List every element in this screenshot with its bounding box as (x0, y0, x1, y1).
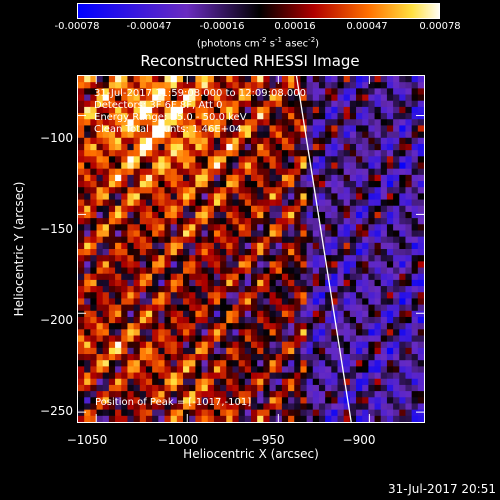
x-axis-label: Heliocentric X (arcsec) (183, 447, 319, 461)
x-tick-label: −900 (342, 433, 376, 447)
axis-ticks (78, 76, 424, 422)
y-tick-label: −150 (40, 222, 73, 236)
x-tick-label: −950 (251, 433, 285, 447)
y-axis-label: Heliocentric Y (arcsec) (12, 181, 26, 317)
colorbar (77, 3, 440, 19)
heatmap-image (78, 76, 424, 422)
timestamp: 31-Jul-2017 20:51 (387, 482, 496, 496)
colorbar-tick-label: -0.00047 (126, 21, 172, 32)
colorbar-tick-label: 0.00047 (346, 21, 388, 32)
x-tick-label: −1000 (157, 433, 199, 447)
chart-title: Reconstructed RHESSI Image (140, 52, 360, 70)
colorbar-units: (photons cm-2 s-1 asec-2) (196, 36, 320, 50)
x-tick-label: −1050 (66, 433, 108, 447)
colorbar-tick-label: 0.00078 (419, 21, 461, 32)
colorbar-tick-label: -0.00016 (199, 21, 245, 32)
info-energy-range: Energy Range: 25.0 - 50.0 keV (94, 112, 247, 123)
info-counts: Clean Total counts: 1.46E+04 (94, 124, 242, 135)
solar-limb-line (295, 76, 352, 422)
info-detectors: Detectors: 3F 6F 8F, Att 0 (94, 100, 223, 111)
y-tick-label: −100 (40, 131, 73, 145)
colorbar-tick-label: -0.00078 (54, 21, 100, 32)
info-time-range: 31-Jul-2017 11:59:08.000 to 12:09:08.000 (94, 88, 306, 99)
peak-position-label: Position of Peak = [-1017,-101] (95, 397, 252, 408)
plot-area (77, 75, 425, 423)
colorbar-tick-label: 0.00016 (274, 21, 316, 32)
y-tick-label: −250 (40, 404, 73, 418)
y-tick-label: −200 (40, 313, 73, 327)
